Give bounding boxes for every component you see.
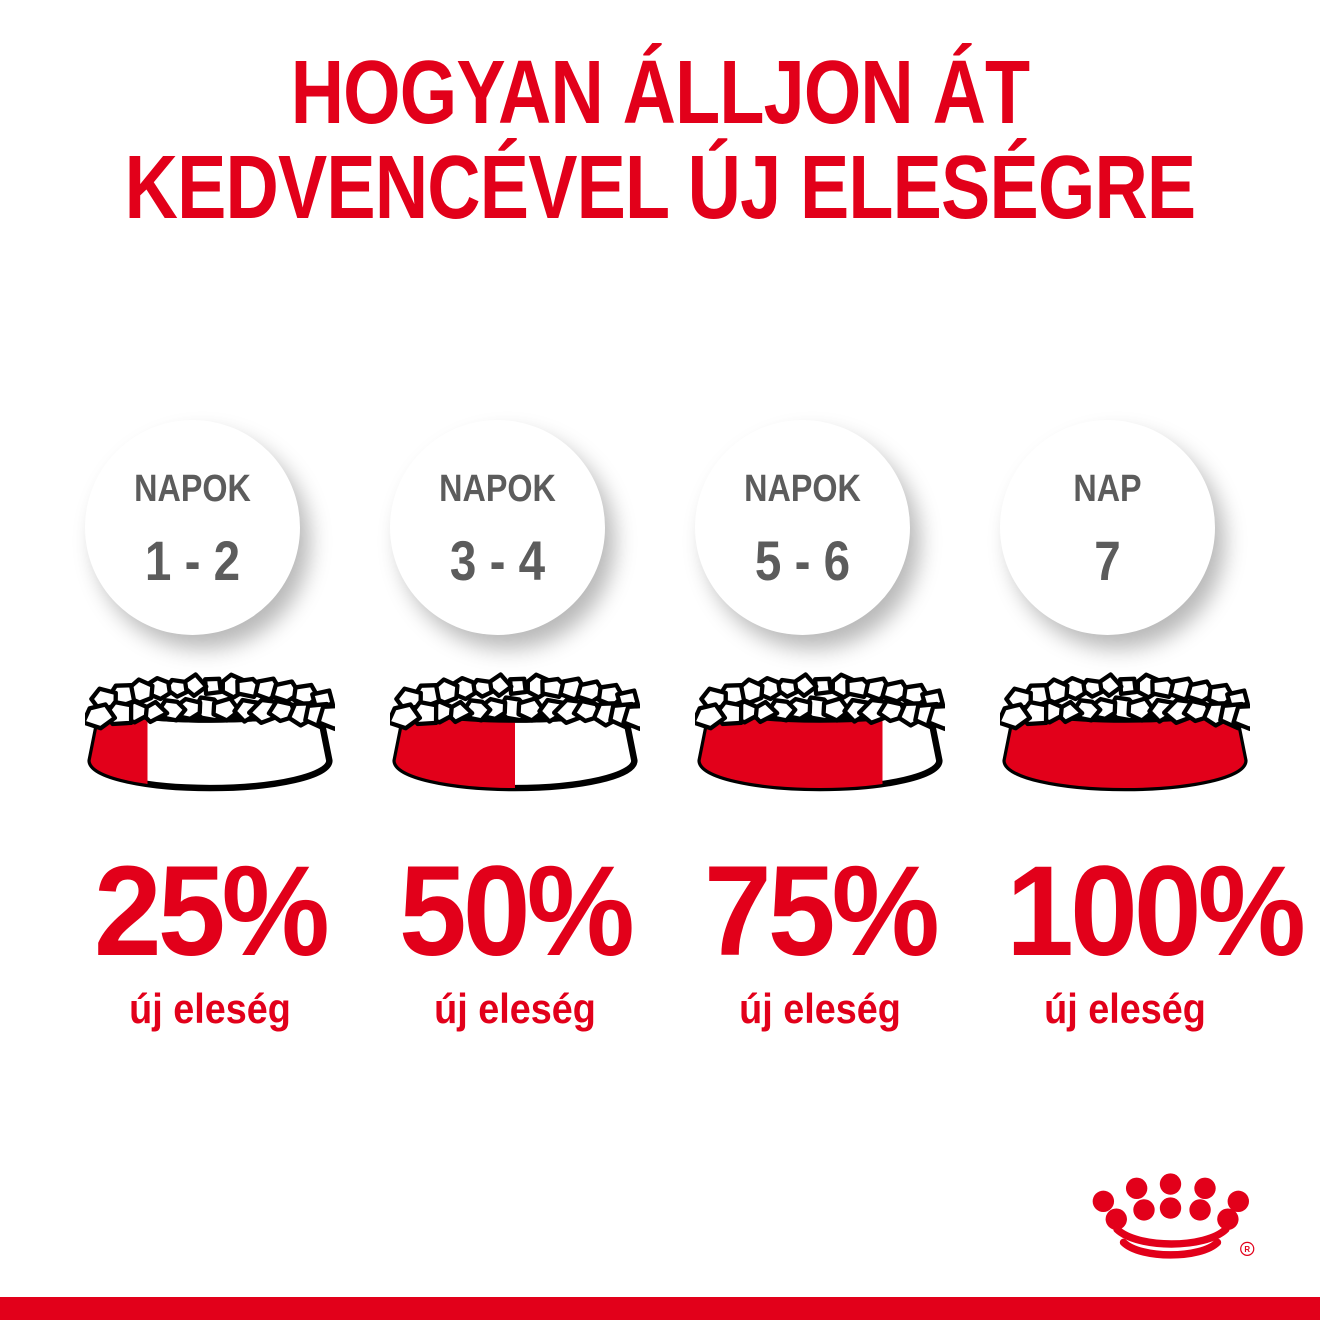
svg-text:R: R [1244,1245,1250,1254]
